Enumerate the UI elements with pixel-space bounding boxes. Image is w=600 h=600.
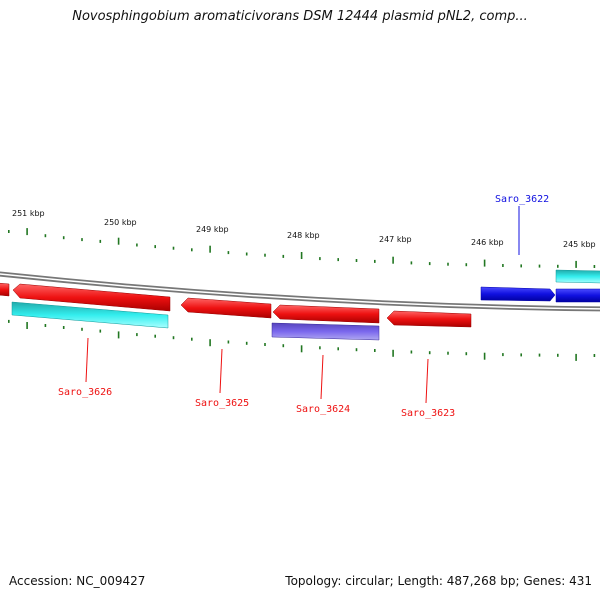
minor-tick xyxy=(337,347,339,351)
minor-tick xyxy=(245,341,248,345)
minor-tick xyxy=(154,245,156,249)
major-tick xyxy=(26,322,28,329)
gene-saro-3624[interactable] xyxy=(272,304,380,324)
major-tick xyxy=(483,259,486,267)
scale-label-250kbp: 250 kbp xyxy=(104,218,137,227)
scale-label-245kbp: 245 kbp xyxy=(563,240,596,249)
scale-label-249kbp: 249 kbp xyxy=(196,225,229,234)
major-tick xyxy=(300,252,303,259)
minor-tick xyxy=(8,230,10,233)
minor-tick xyxy=(99,239,102,243)
major-tick xyxy=(209,245,211,253)
minor-tick xyxy=(136,333,138,337)
minor-tick xyxy=(62,236,65,240)
rna-feature-forward[interactable] xyxy=(555,269,600,284)
gene-saro-3626[interactable] xyxy=(12,283,171,312)
gene-label-saro-3622[interactable]: Saro_3622 xyxy=(495,194,549,205)
scale-label-246kbp: 246 kbp xyxy=(471,238,504,247)
minor-tick xyxy=(44,234,47,238)
major-tick xyxy=(209,339,211,347)
label-leaders xyxy=(85,206,520,404)
minor-tick xyxy=(447,351,449,355)
minor-tick xyxy=(465,352,468,356)
minor-tick xyxy=(44,324,47,327)
minor-tick xyxy=(520,264,522,268)
genome-stats-text: Topology: circular; Length: 487,268 bp; … xyxy=(285,574,592,588)
minor-tick xyxy=(447,262,449,266)
major-tick xyxy=(483,352,486,360)
minor-tick xyxy=(410,350,413,354)
minor-tick xyxy=(172,336,175,340)
major-tick xyxy=(392,349,394,357)
minor-tick xyxy=(374,349,376,352)
minor-tick xyxy=(81,238,83,242)
minor-tick xyxy=(81,327,83,331)
major-tick xyxy=(392,256,394,264)
major-tick xyxy=(575,260,577,268)
minor-tick xyxy=(557,353,559,357)
reverse-strand-features xyxy=(0,282,472,341)
forward-strand-features xyxy=(480,269,600,303)
minor-tick xyxy=(355,259,358,262)
minor-tick xyxy=(99,329,102,333)
minor-tick xyxy=(538,264,541,268)
genome-backbone xyxy=(0,271,600,312)
purple-feature[interactable] xyxy=(271,322,380,341)
gene-saro-3623[interactable] xyxy=(386,310,472,328)
minor-tick xyxy=(557,264,559,268)
minor-tick xyxy=(465,263,468,267)
gene-forward-right[interactable] xyxy=(555,288,600,303)
gene-label-saro-3626[interactable]: Saro_3626 xyxy=(58,387,112,398)
minor-tick xyxy=(227,251,230,255)
rna-feature-reverse[interactable] xyxy=(11,301,169,329)
minor-tick xyxy=(502,353,504,357)
major-tick xyxy=(117,237,120,245)
minor-tick xyxy=(593,354,596,357)
gene-left-edge[interactable] xyxy=(0,282,10,297)
minor-tick xyxy=(245,252,248,256)
outer-tick-marks xyxy=(8,228,596,268)
minor-tick xyxy=(227,340,230,344)
minor-tick xyxy=(502,264,504,267)
minor-tick xyxy=(355,348,358,352)
minor-tick xyxy=(337,258,339,262)
gene-label-saro-3624[interactable]: Saro_3624 xyxy=(296,404,350,415)
minor-tick xyxy=(428,351,431,355)
gene-label-saro-3623[interactable]: Saro_3623 xyxy=(401,408,455,419)
gene-saro-3625[interactable] xyxy=(180,297,272,319)
minor-tick xyxy=(172,246,175,250)
scale-label-247kbp: 247 kbp xyxy=(379,235,412,244)
minor-tick xyxy=(593,265,596,268)
major-tick xyxy=(117,331,120,339)
map-title: Novosphingobium aromaticivorans DSM 1244… xyxy=(72,9,528,24)
minor-tick xyxy=(136,243,138,247)
minor-tick xyxy=(154,334,156,338)
gene-saro-3622[interactable] xyxy=(480,286,556,302)
minor-tick xyxy=(282,344,285,348)
minor-tick xyxy=(520,353,522,357)
major-tick xyxy=(575,353,577,361)
minor-tick xyxy=(282,254,285,258)
major-tick xyxy=(300,345,303,353)
minor-tick xyxy=(319,257,321,261)
minor-tick xyxy=(264,253,266,257)
minor-tick xyxy=(538,353,541,357)
gene-label-saro-3625[interactable]: Saro_3625 xyxy=(195,398,249,409)
minor-tick xyxy=(319,346,321,350)
accession-text: Accession: NC_009427 xyxy=(9,574,146,588)
major-tick xyxy=(26,228,28,236)
minor-tick xyxy=(264,343,266,346)
minor-tick xyxy=(374,259,376,263)
scale-label-251kbp: 251 kbp xyxy=(12,209,45,218)
minor-tick xyxy=(410,261,413,265)
scale-label-248kbp: 248 kbp xyxy=(287,231,320,240)
inner-tick-marks xyxy=(8,319,596,361)
minor-tick xyxy=(62,326,65,329)
minor-tick xyxy=(191,337,193,341)
minor-tick xyxy=(191,248,193,252)
minor-tick xyxy=(8,319,10,323)
minor-tick xyxy=(428,262,431,266)
